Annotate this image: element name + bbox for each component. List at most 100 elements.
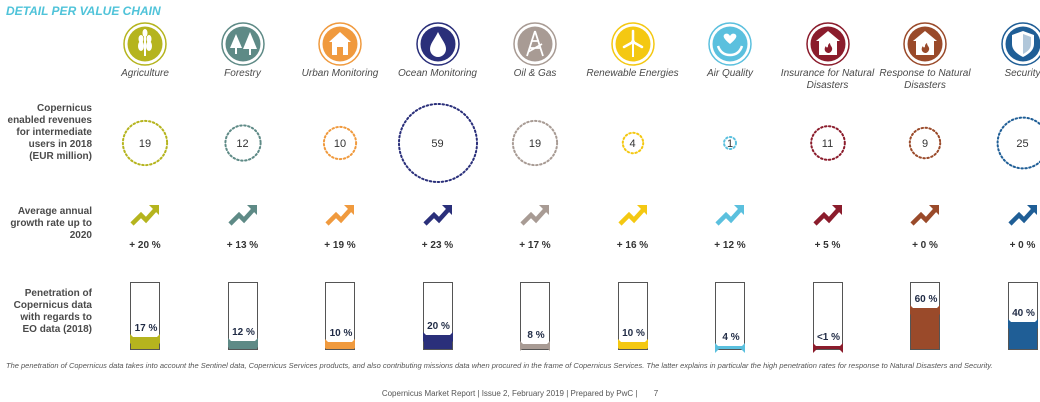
level-marker-left [910, 305, 915, 316]
growth-value: + 19 % [324, 240, 356, 251]
value-chain-name: Renewable Energies [586, 68, 679, 79]
revenue-circle [996, 116, 1040, 170]
trend-up-icon [422, 202, 454, 228]
level-marker-left [715, 343, 720, 353]
penetration-value: 20 % [427, 321, 450, 333]
oil-derrick-icon [513, 22, 557, 66]
revenue-value: 19 [528, 138, 542, 150]
growth-value: + 23 % [421, 240, 454, 251]
penetration-value: <1 % [816, 332, 841, 343]
revenue-value: 11 [821, 138, 834, 150]
revenue-value: 10 [333, 138, 347, 150]
value-chain-column: Forestry 12 + 13 % 12 % [193, 0, 293, 380]
level-marker-right [252, 337, 258, 348]
level-marker-left [422, 332, 428, 343]
revenue-circle [223, 124, 262, 162]
house-fire-icon [805, 22, 850, 66]
revenue-value: 19 [138, 138, 152, 150]
wheat-icon [123, 22, 167, 66]
penetration-fill [131, 337, 159, 349]
value-chain-name: Oil & Gas [513, 68, 557, 79]
revenue-value: 59 [431, 138, 444, 150]
revenue-bubble [621, 131, 644, 155]
revenue-circle [322, 125, 358, 161]
penetration-bar: 17 % [130, 282, 160, 350]
revenue-bubble [223, 124, 262, 162]
level-marker-right [155, 334, 160, 345]
revenue-circle [511, 119, 559, 167]
row-label-revenues: Copernicus enabled revenues for intermed… [7, 103, 92, 162]
growth-value: + 0 % [912, 240, 938, 251]
page-number: 7 [653, 389, 659, 398]
trend-up-icon [909, 202, 941, 228]
revenue-bubble [121, 119, 169, 167]
revenue-value: 12 [236, 138, 249, 150]
revenue-bubble [809, 125, 846, 161]
footnote: The penetration of Copernicus data takes… [6, 361, 993, 370]
value-chain-column: Oil & Gas 19 + 17 % 8 % [485, 0, 585, 380]
growth-value: + 13 % [226, 240, 259, 251]
value-chain-column: Response to Natural Disasters 9 + 0 % 60 % [875, 0, 975, 380]
revenue-circle [723, 136, 737, 150]
revenue-bubble [908, 126, 942, 160]
hands-heart-icon [708, 22, 752, 66]
growth-value: + 12 % [714, 240, 746, 251]
value-chain-column: Renewable Energies 4 + 16 % 10 % [583, 0, 683, 380]
penetration-value: 4 % [722, 332, 740, 343]
row-label-growth: Average annual growth rate up to 2020 [10, 206, 92, 241]
revenue-bubble [511, 119, 559, 167]
page-footer: Copernicus Market Report | Issue 2, Febr… [0, 389, 1040, 398]
revenue-bubble [397, 103, 478, 183]
level-marker-right [935, 305, 940, 316]
penetration-bar: 20 % [422, 282, 453, 350]
growth-value: + 0 % [1009, 240, 1036, 251]
value-chain-name: Response to Natural Disasters [879, 68, 971, 91]
penetration-fill [813, 346, 842, 349]
penetration-bar: 8 % [520, 282, 550, 351]
penetration-bar: 12 % [227, 282, 258, 350]
level-marker-left [325, 339, 330, 350]
growth-value: + 5 % [814, 240, 841, 251]
value-chain-name: Agriculture [121, 68, 169, 79]
value-chain-name: Urban Monitoring [301, 68, 379, 79]
level-marker-left [617, 339, 623, 350]
revenue-circle [121, 119, 169, 167]
level-marker-right [642, 339, 648, 350]
level-marker-right [837, 343, 843, 353]
level-marker-left [130, 334, 135, 345]
trend-up-icon [227, 202, 259, 228]
penetration-bar: 40 % [1007, 282, 1038, 350]
value-chain-column: Urban Monitoring 10 + 19 % 10 % [290, 0, 390, 380]
house-icon [318, 22, 362, 66]
penetration-value: 17 % [134, 323, 158, 335]
growth-value: + 20 % [129, 240, 161, 251]
level-marker-right [447, 332, 453, 343]
growth-value: + 16 % [616, 240, 649, 251]
trend-up-icon [812, 202, 844, 228]
house-fire-icon [903, 22, 947, 66]
value-chain-name: Forestry [224, 68, 261, 79]
revenue-value: 9 [921, 138, 929, 150]
penetration-value: 12 % [232, 326, 255, 338]
revenue-bubble [723, 136, 737, 150]
growth-value: + 17 % [519, 240, 551, 251]
page-title: DETAIL PER VALUE CHAIN [6, 4, 161, 18]
trend-up-icon [324, 202, 356, 228]
water-drop-icon [415, 22, 460, 66]
penetration-fill [423, 335, 452, 349]
penetration-value: 10 % [329, 328, 353, 340]
penetration-bar: 10 % [325, 282, 355, 350]
footer-text: Copernicus Market Report | Issue 2, Febr… [381, 389, 638, 398]
trend-up-icon [714, 202, 746, 228]
value-chain-column: Air Quality 1 + 12 % 4 % [680, 0, 780, 380]
level-marker-right [1032, 318, 1038, 329]
value-chain-name: Air Quality [706, 68, 754, 79]
penetration-value: 10 % [622, 328, 645, 340]
revenue-bubble [322, 125, 358, 161]
revenue-circle [908, 126, 942, 160]
penetration-fill [716, 346, 744, 349]
trend-up-icon [519, 202, 551, 228]
penetration-fill [618, 342, 647, 349]
trend-up-icon [1007, 202, 1039, 228]
penetration-bar: 60 % [910, 282, 940, 350]
